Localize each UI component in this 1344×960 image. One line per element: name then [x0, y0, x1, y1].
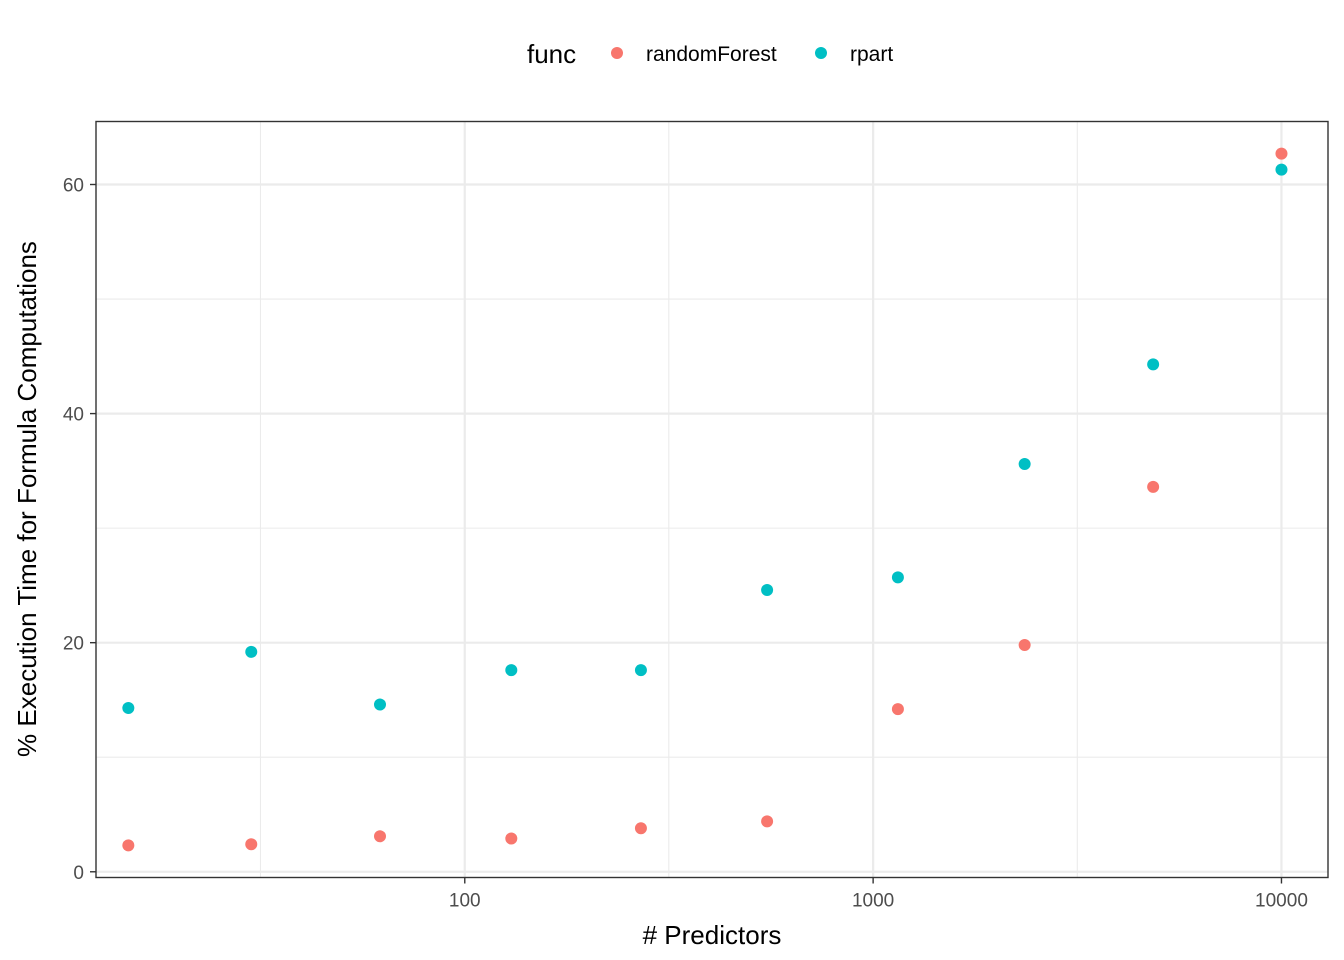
point-rpart	[245, 645, 258, 658]
legend-title: func	[527, 39, 576, 69]
x-tick-label: 1000	[852, 891, 894, 912]
point-rpart	[1147, 358, 1160, 371]
major-gridlines	[96, 121, 1328, 878]
data-points	[122, 147, 1288, 852]
point-randomForest	[1018, 638, 1031, 651]
legend: func randomForest rpart	[527, 39, 893, 69]
point-randomForest	[1275, 147, 1288, 160]
x-tick-label: 100	[449, 891, 481, 912]
y-tick-label: 20	[63, 634, 84, 655]
point-randomForest	[505, 832, 518, 845]
point-rpart	[761, 583, 774, 596]
y-axis: 0 20 40 60	[63, 176, 96, 884]
y-tick-label: 40	[63, 405, 84, 426]
point-randomForest	[634, 822, 647, 835]
point-randomForest	[373, 830, 386, 843]
x-axis-title: # Predictors	[643, 920, 782, 950]
x-tick-label: 10000	[1255, 891, 1308, 912]
legend-label-rpart: rpart	[850, 43, 893, 66]
point-rpart	[122, 701, 135, 714]
panel-border	[95, 120, 1329, 879]
x-axis: 100 1000 10000	[449, 877, 1308, 912]
minor-gridlines	[96, 121, 1328, 878]
y-tick-label: 60	[63, 176, 84, 197]
legend-label-randomForest: randomForest	[646, 43, 777, 66]
point-randomForest	[245, 838, 258, 851]
point-rpart	[1275, 163, 1288, 176]
y-axis-title: % Execution Time for Formula Computation…	[12, 241, 42, 757]
point-randomForest	[891, 703, 904, 716]
point-rpart	[891, 571, 904, 584]
point-rpart	[373, 698, 386, 711]
point-rpart	[1018, 457, 1031, 470]
point-rpart	[505, 664, 518, 677]
legend-key-randomForest	[611, 47, 623, 59]
legend-key-rpart	[815, 47, 827, 59]
point-randomForest	[1147, 480, 1160, 493]
point-randomForest	[122, 839, 135, 852]
y-tick-label: 0	[73, 863, 84, 884]
point-randomForest	[761, 815, 774, 828]
point-rpart	[634, 664, 647, 677]
